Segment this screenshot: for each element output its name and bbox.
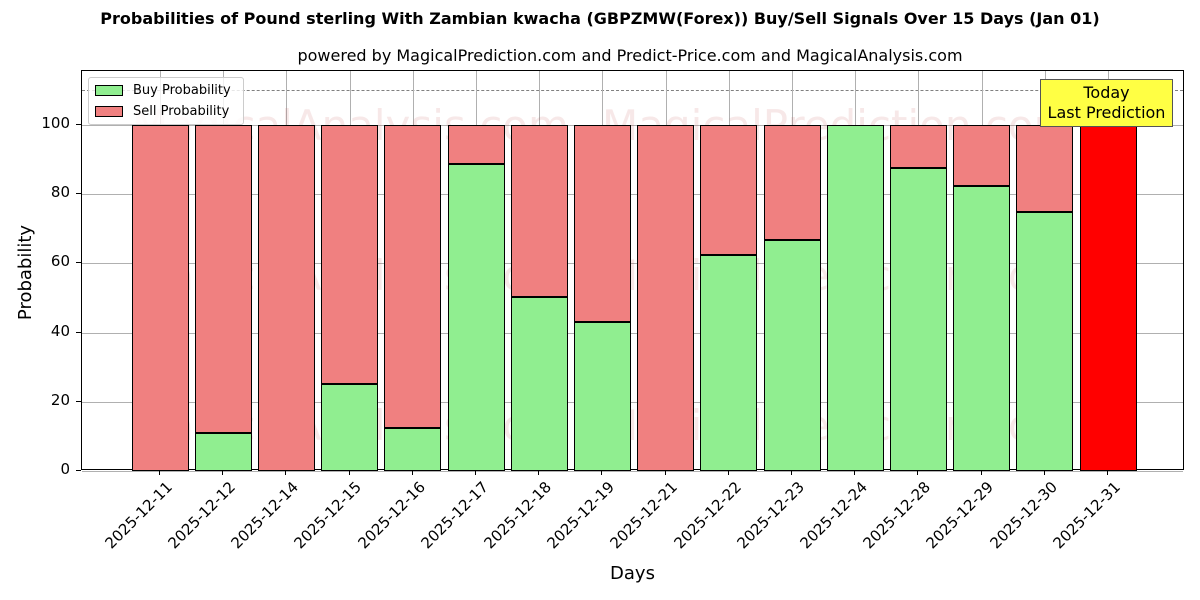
y-tick-label: 80: [50, 183, 70, 202]
x-tick-mark: [791, 470, 792, 475]
x-tick-mark: [538, 470, 540, 475]
today-annotation: Today Last Prediction: [1040, 79, 1173, 127]
x-tick-label: 2025-12-17: [417, 478, 492, 553]
sell-bar: [194, 124, 252, 433]
sell-bar: [1016, 124, 1074, 212]
x-tick-mark: [475, 470, 476, 475]
grid-line-h: [82, 194, 1183, 196]
buy-bar: [700, 255, 758, 471]
y-tick-mark: [76, 331, 81, 333]
grid-line-h: [82, 471, 1183, 472]
chart-subtitle: powered by MagicalPrediction.com and Pre…: [297, 46, 963, 65]
grid-line-h: [82, 263, 1183, 265]
grid-line-h: [82, 401, 1183, 403]
legend-item-sell: Sell Probability: [95, 103, 229, 119]
x-axis-label: Days: [610, 563, 655, 584]
x-tick-mark: [159, 470, 160, 475]
x-tick-label: 2025-12-19: [543, 478, 619, 553]
x-tick-mark: [727, 470, 729, 475]
sell-bar: [573, 124, 631, 322]
buy-bar: [1016, 211, 1074, 471]
x-tick-label: 2025-12-31: [1049, 478, 1124, 553]
sell-bar: [447, 124, 505, 165]
grid-line-h: [82, 332, 1183, 334]
grid-line-h: [82, 124, 1183, 126]
reference-line: [82, 90, 1183, 92]
y-tick-mark: [76, 193, 81, 195]
sell-bar: [510, 124, 568, 297]
x-tick-mark: [348, 470, 350, 475]
x-tick-label: 2025-12-24: [796, 478, 871, 553]
today-label: Today: [1083, 83, 1130, 102]
x-tick-mark: [917, 470, 919, 475]
sell-bar: [700, 124, 758, 256]
today-bar: [1079, 124, 1137, 471]
x-tick-mark: [411, 470, 413, 475]
x-tick-label: 2025-12-23: [733, 478, 808, 553]
x-tick-label: 2025-12-12: [164, 478, 239, 553]
x-tick-label: 2025-12-15: [290, 478, 366, 553]
x-tick-label: 2025-12-11: [101, 478, 176, 553]
legend-buy-label: Buy Probability: [133, 82, 231, 98]
x-tick-label: 2025-12-14: [227, 478, 303, 553]
buy-bar: [953, 185, 1011, 471]
sell-swatch-icon: [95, 105, 123, 117]
chart-title: Probabilities of Pound sterling With Zam…: [100, 9, 1100, 28]
x-tick-label: 2025-12-16: [354, 478, 429, 553]
y-tick-label: 100: [41, 113, 70, 132]
buy-bar: [573, 321, 631, 471]
sell-bar: [763, 124, 821, 240]
x-tick-label: 2025-12-21: [606, 478, 682, 553]
buy-swatch-icon: [95, 84, 123, 96]
x-tick-label: 2025-12-28: [859, 478, 935, 553]
buy-bar: [889, 167, 947, 471]
buy-bar: [510, 296, 568, 471]
y-axis-label: Probability: [15, 224, 37, 321]
sell-bar: [384, 124, 442, 429]
buy-bar: [321, 384, 379, 471]
y-tick-mark: [76, 400, 81, 402]
sell-bar: [257, 124, 315, 471]
legend-sell-label: Sell Probability: [133, 103, 230, 119]
x-tick-mark: [1107, 470, 1108, 475]
sell-bar: [889, 124, 947, 168]
sell-bar: [321, 124, 379, 385]
x-tick-mark: [664, 470, 666, 475]
x-tick-mark: [222, 470, 224, 475]
y-tick-label: 40: [50, 321, 70, 340]
buy-bar: [447, 164, 505, 471]
x-tick-mark: [601, 470, 603, 475]
x-tick-mark: [980, 470, 982, 475]
last-prediction-label: Last Prediction: [1047, 103, 1166, 122]
legend: Buy Probability Sell Probability: [88, 77, 244, 125]
y-tick-label: 60: [50, 252, 70, 271]
x-tick-mark: [854, 470, 856, 475]
y-tick-mark: [76, 123, 81, 125]
legend-item-buy: Buy Probability: [95, 82, 231, 98]
sell-bar: [131, 124, 189, 471]
x-tick-label: 2025-12-30: [986, 478, 1061, 553]
buy-bar: [826, 124, 884, 471]
sell-bar: [953, 124, 1011, 186]
x-tick-label: 2025-12-18: [480, 478, 555, 553]
buy-bar: [763, 239, 821, 471]
buy-bar: [384, 428, 442, 471]
x-tick-label: 2025-12-22: [670, 478, 745, 553]
x-tick-mark: [1043, 470, 1045, 475]
y-tick-label: 0: [60, 460, 70, 478]
x-tick-label: 2025-12-29: [922, 478, 998, 553]
sell-bar: [637, 124, 695, 471]
plot-area: MagicalAnalysis.comMagicalPrediction.com…: [81, 70, 1184, 472]
y-tick-mark: [76, 470, 81, 471]
y-tick-mark: [76, 262, 81, 264]
y-tick-label: 20: [50, 390, 70, 409]
buy-bar: [194, 432, 252, 471]
x-tick-mark: [285, 470, 287, 475]
